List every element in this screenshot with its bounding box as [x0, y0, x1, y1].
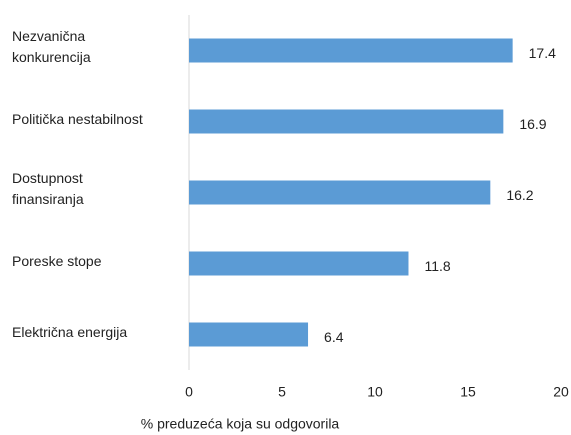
x-tick-label: 20: [553, 384, 569, 400]
bar: [189, 38, 513, 63]
x-tick-label: 10: [367, 384, 383, 400]
x-axis-title: % preduzeća koja su odgovorila: [141, 416, 340, 432]
category-label: Nezvanična konkurencija: [12, 28, 91, 65]
value-label: 11.8: [424, 258, 450, 274]
bar: [189, 251, 409, 276]
bar: [189, 322, 309, 347]
value-label: 17.4: [529, 45, 556, 61]
value-label: 16.9: [519, 116, 546, 132]
value-label: 6.4: [324, 329, 344, 345]
category-label: Dostupnost finansiranja: [12, 170, 84, 207]
x-tick-label: 5: [278, 384, 286, 400]
x-tick-label: 15: [460, 384, 476, 400]
bar: [189, 109, 504, 134]
bar: [189, 180, 491, 205]
x-tick-label: 0: [185, 384, 193, 400]
category-label: Poreske stope: [12, 252, 102, 269]
category-label: Električna energija: [12, 323, 128, 340]
value-label: 16.2: [506, 187, 533, 203]
category-label: Politička nestabilnost: [12, 110, 143, 127]
